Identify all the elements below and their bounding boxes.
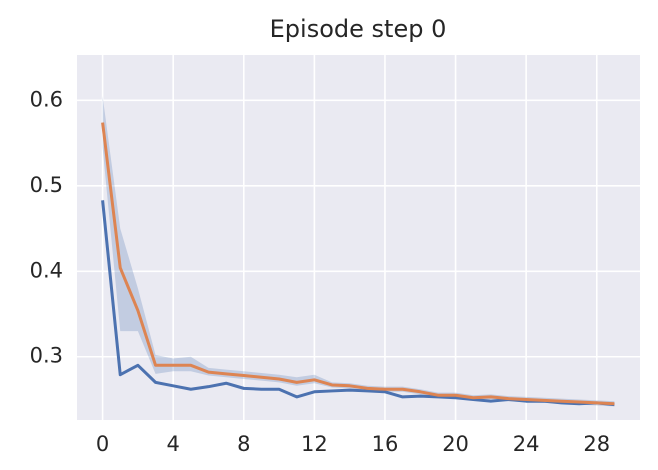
y-tick-label: 0.3 bbox=[30, 344, 63, 368]
x-tick-label: 4 bbox=[166, 432, 179, 456]
x-tick-label: 0 bbox=[96, 432, 109, 456]
series-line bbox=[101, 200, 615, 407]
x-tick-label: 28 bbox=[583, 432, 610, 456]
series-line bbox=[101, 122, 615, 406]
x-tick-label: 12 bbox=[301, 432, 328, 456]
y-tick-label: 0.6 bbox=[30, 87, 63, 111]
y-tick-label: 0.5 bbox=[30, 173, 63, 197]
chart-title: Episode step 0 bbox=[270, 15, 447, 43]
x-tick-label: 24 bbox=[513, 432, 540, 456]
y-tick-label: 0.4 bbox=[30, 258, 63, 282]
x-tick-label: 20 bbox=[442, 432, 469, 456]
x-tick-label: 16 bbox=[372, 432, 399, 456]
x-tick-label: 8 bbox=[237, 432, 250, 456]
plot-background bbox=[77, 55, 640, 420]
